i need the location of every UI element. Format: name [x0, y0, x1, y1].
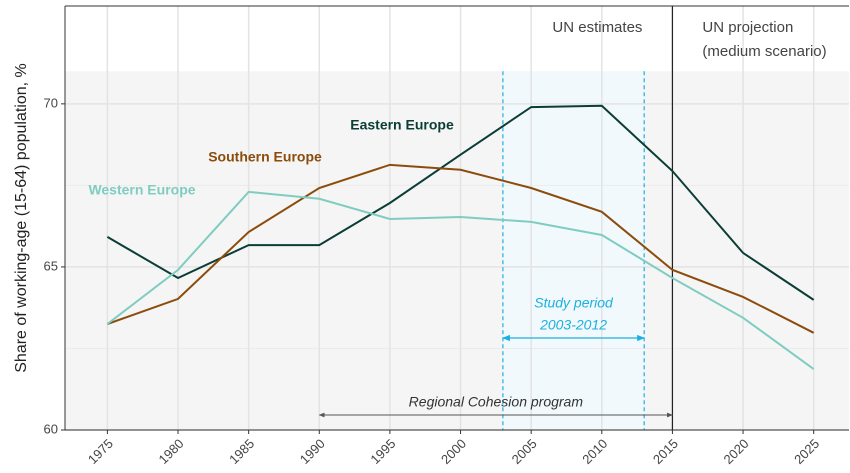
x-tick-label: 2000: [438, 436, 469, 467]
x-tick-label: 2020: [721, 436, 752, 467]
x-tick-label: 2005: [509, 436, 540, 467]
series-line: [106, 104, 815, 301]
study-period-band: [502, 71, 645, 430]
series-label: Southern Europe: [208, 149, 322, 165]
x-tick-label: 2025: [791, 436, 822, 467]
x-tick-label: 1995: [367, 436, 398, 467]
x-tick-label: 1985: [226, 436, 257, 467]
series-line: [107, 163, 815, 334]
study-period-label: 2003-2012: [539, 317, 607, 333]
y-tick-label: 65: [44, 258, 58, 273]
x-tick-label: 1980: [156, 436, 187, 467]
study-period-label: Study period: [534, 295, 614, 311]
x-tick-label: 1990: [297, 436, 328, 467]
cohesion-label: Regional Cohesion program: [409, 394, 584, 410]
estimates-label: UN estimates: [552, 19, 642, 36]
shaded-band: [65, 71, 849, 430]
x-tick-label: 2010: [579, 436, 610, 467]
series-line: [106, 190, 815, 370]
x-tick-label: 1975: [85, 436, 116, 467]
y-tick-label: 60: [44, 421, 58, 436]
x-tick-label: 2015: [650, 436, 681, 467]
projection-label: UN projection: [702, 19, 793, 36]
y-axis-label: Share of working-age (15-64) population,…: [13, 63, 30, 373]
projection-label: (medium scenario): [702, 43, 826, 60]
y-tick-label: 70: [44, 95, 58, 110]
series-label: Eastern Europe: [350, 117, 454, 133]
series-label: Western Europe: [88, 182, 195, 198]
